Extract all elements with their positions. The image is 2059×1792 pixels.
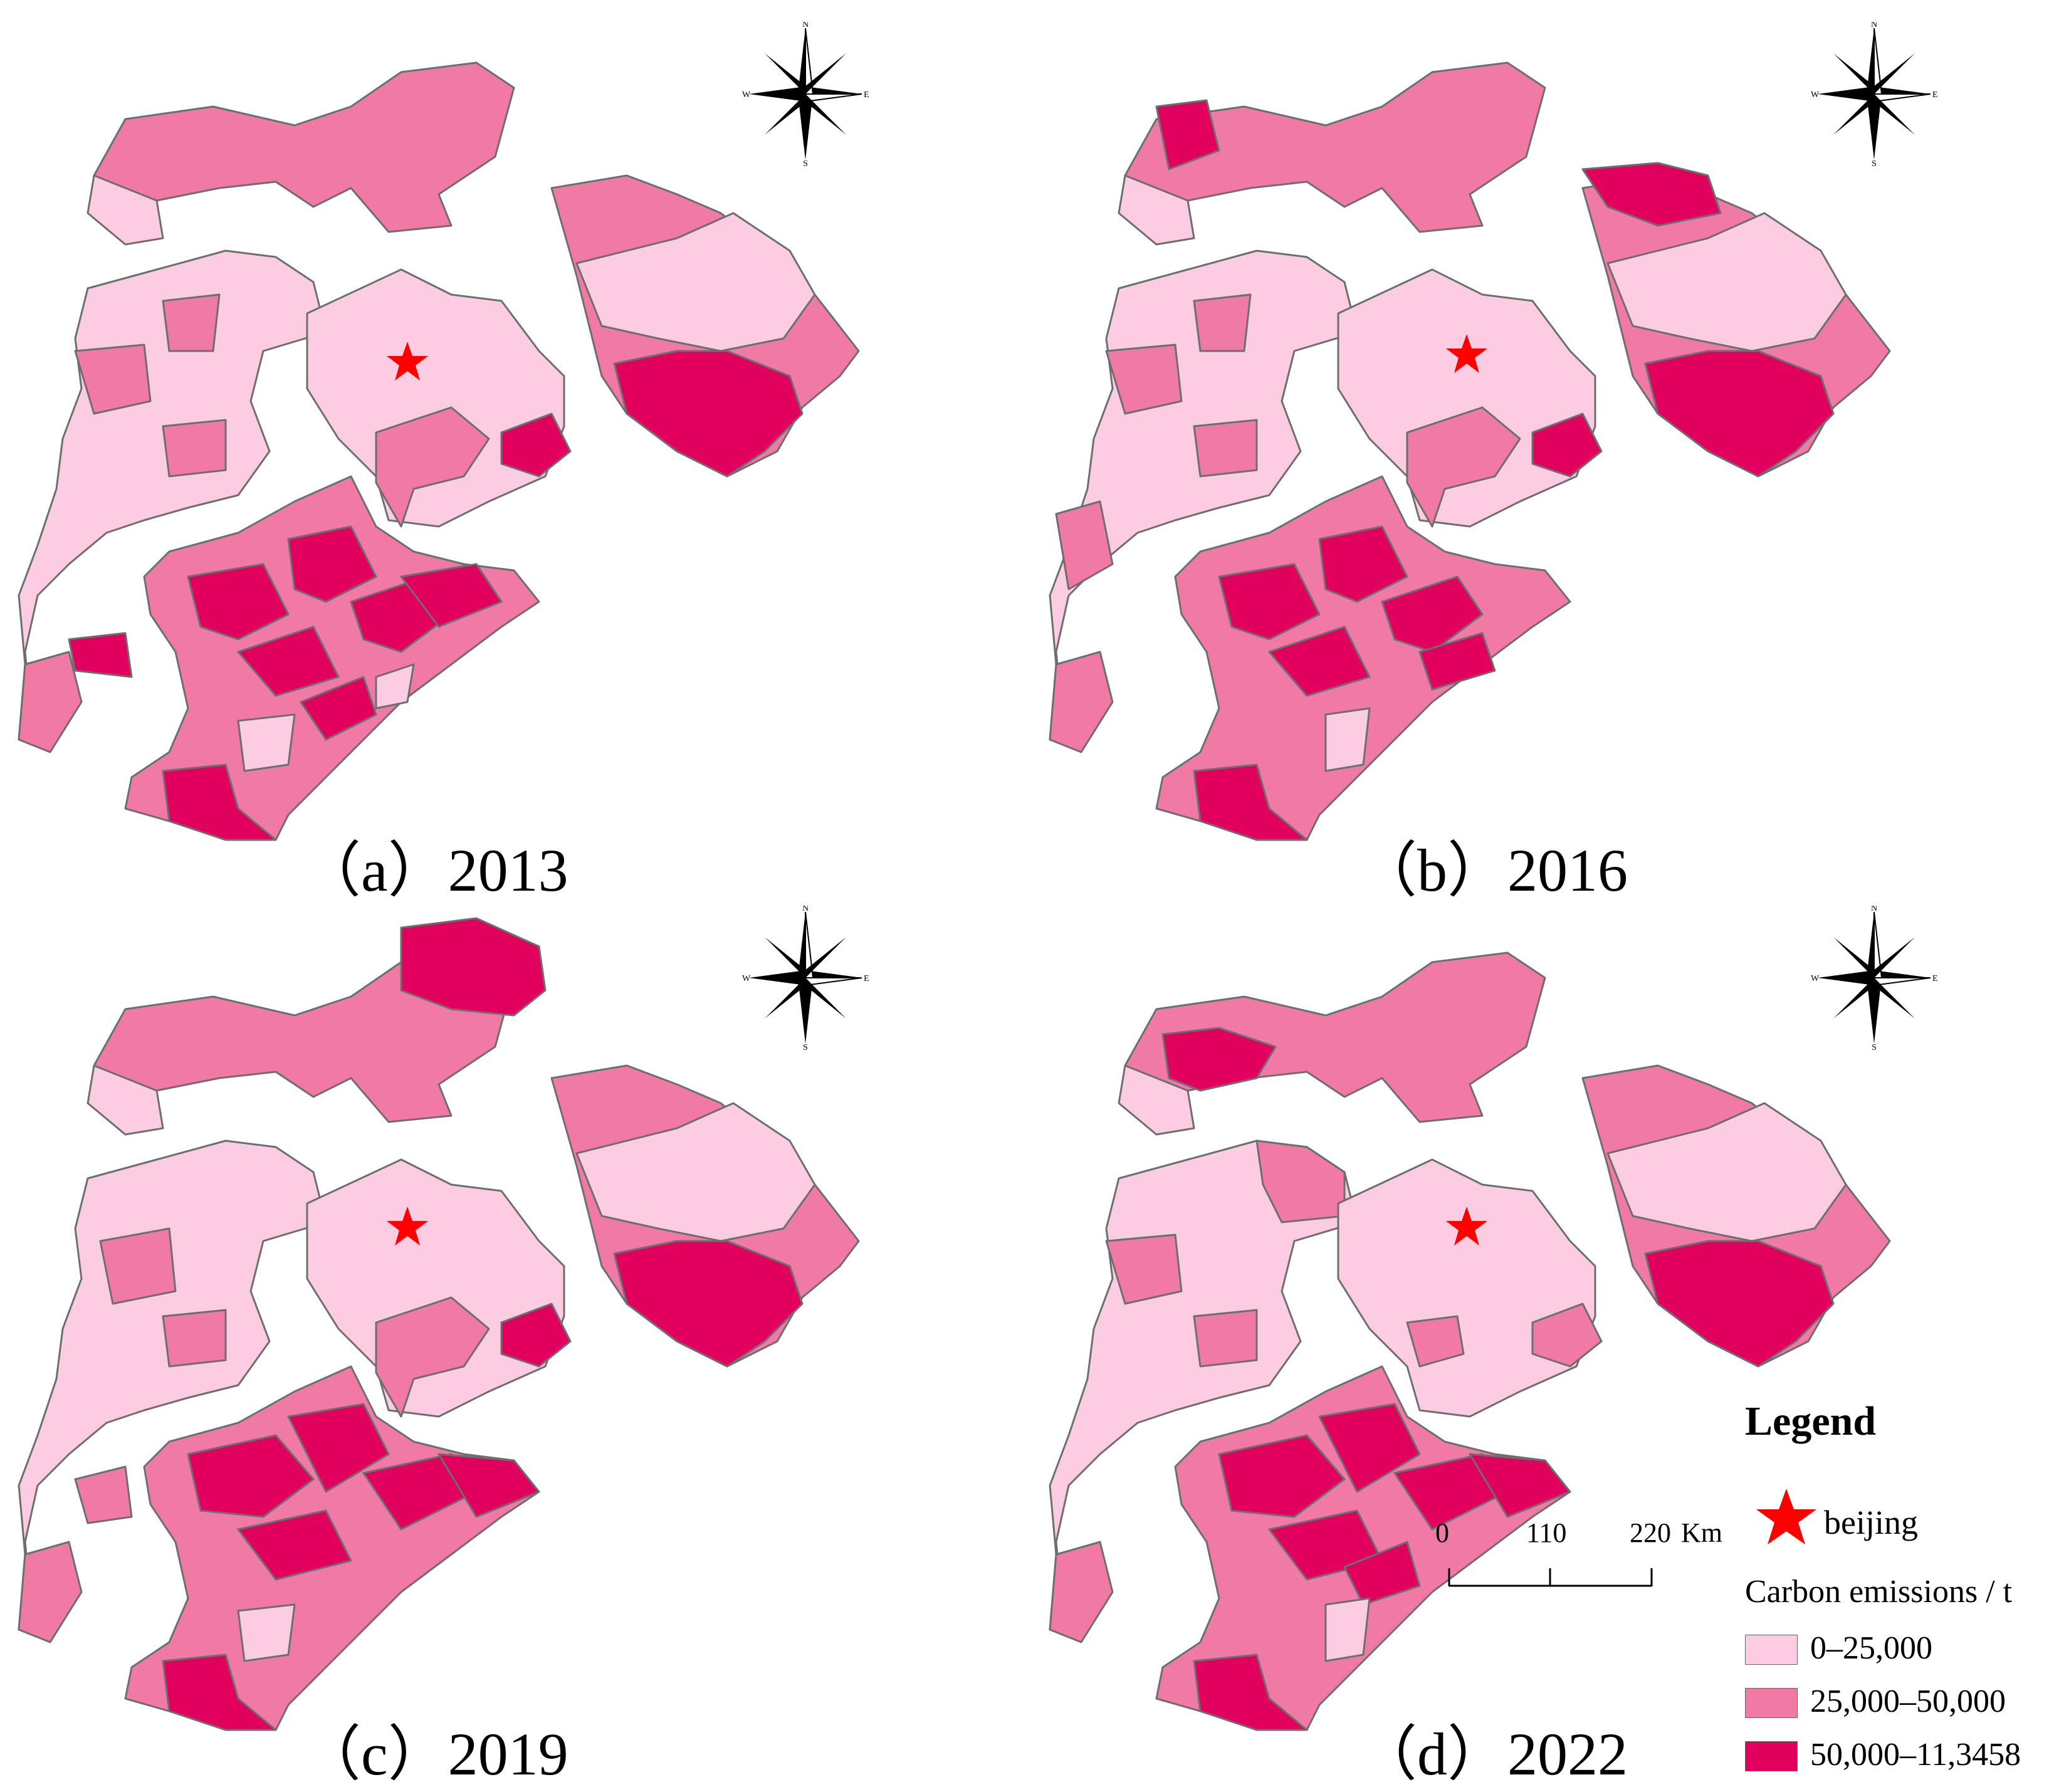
svg-text:E: E [864,974,869,983]
legend: Legend beijing Carbon emissions / t 0–25… [1745,1398,2021,1773]
svg-text:S: S [1872,159,1877,166]
map-panel-2016: N S W E （b）2016 [1031,0,2059,904]
beijing-star-marker-2013 [387,342,428,380]
svg-text:S: S [1872,1043,1877,1050]
compass-rose-2022: N S W E [1808,904,1940,1052]
legend-swatch-3 [1745,1741,1798,1771]
svg-text:E: E [864,90,869,100]
compass-rose-2019: N S W E [740,904,871,1052]
scale-unit: Km [1681,1517,1722,1548]
svg-text:N: N [1871,906,1877,913]
compass-rose-2013: N S W E [740,20,871,169]
scale-bar: 0 110 220 Km [1435,1517,1722,1605]
scale-bar-line [1448,1568,1653,1587]
svg-text:S: S [803,159,808,166]
beijing-star-marker-2016 [1446,334,1487,373]
svg-text:E: E [1932,90,1938,100]
map-panel-2019: N S W E （c）2019 [0,890,1028,1788]
svg-text:W: W [742,974,751,983]
svg-text:N: N [802,906,809,913]
map-panel-2022: N S W E （d）2022 [1031,890,2059,1788]
beijing-star-marker-2022 [1446,1207,1487,1245]
legend-star-icon [1756,1489,1816,1544]
svg-text:W: W [1811,974,1820,983]
beijing-star-marker-2019 [387,1207,428,1245]
region-map-2013 [18,61,860,841]
legend-swatch-2 [1745,1688,1798,1718]
region-map-2019 [18,917,860,1731]
scale-tick-0: 0 [1435,1517,1449,1548]
panel-caption-2016: （b）2016 [1357,837,1628,904]
map-panel-2013: N S W E （a）2013 [0,0,1028,904]
scale-tick-110: 110 [1526,1517,1567,1548]
svg-text:N: N [1871,22,1877,29]
svg-text:W: W [742,90,751,100]
legend-swatch-1 [1745,1635,1798,1665]
panel-caption-2013: （a）2013 [301,837,568,904]
svg-text:S: S [803,1043,808,1050]
panel-caption-2019: （c）2019 [301,1721,568,1788]
svg-text:E: E [1932,974,1938,983]
compass-rose-2016: N S W E [1808,20,1940,169]
region-map-2016 [1049,61,1891,841]
legend-subtitle: Carbon emissions / t [1745,1574,2013,1610]
legend-marker-label: beijing [1824,1504,1918,1541]
scale-tick-220: 220 [1630,1517,1671,1548]
panel-caption-2022: （d）2022 [1357,1721,1628,1788]
region-map-2022 [1049,951,1891,1731]
svg-text:W: W [1811,90,1820,100]
svg-text:N: N [802,22,809,29]
legend-title: Legend [1745,1398,1877,1444]
